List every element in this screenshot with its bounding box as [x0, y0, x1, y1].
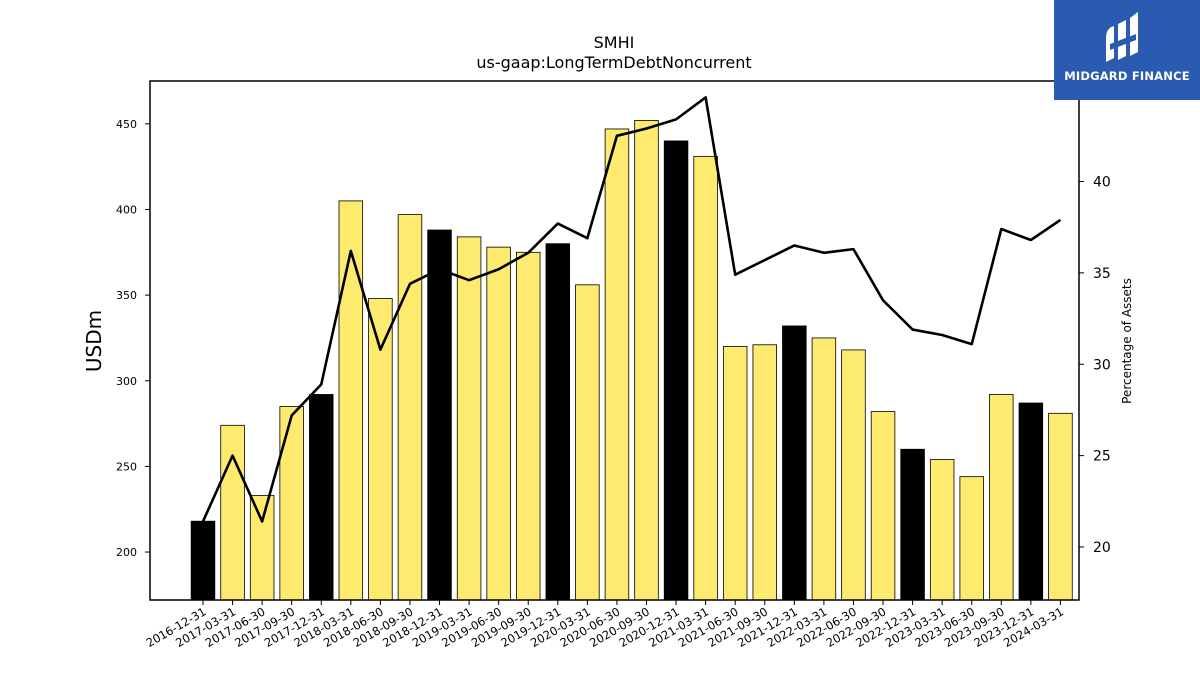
midgard-finance-logo: MIDGARD FINANCE [1054, 0, 1200, 100]
bar-2017-03-31 [220, 424, 245, 601]
y2-tick-label: 30 [1093, 357, 1111, 373]
bar-2016-12-31 [190, 520, 216, 601]
bar-2020-03-31 [575, 284, 600, 601]
y2-tick-label: 25 [1093, 449, 1111, 465]
y-tick-label: 350 [116, 289, 137, 302]
bar-2018-09-30 [397, 214, 423, 601]
bar-2021-06-30 [722, 346, 748, 601]
bar-2023-03-31 [929, 459, 955, 601]
bar-2019-12-31 [545, 243, 571, 601]
bar-2023-12-31 [1018, 402, 1044, 601]
y-tick-label: 450 [116, 118, 137, 131]
bar-2018-03-31 [338, 200, 364, 601]
plot-frame [149, 80, 1080, 601]
bar-2019-03-31 [456, 236, 482, 601]
bar-2019-06-30 [486, 246, 511, 601]
bar-2022-09-30 [870, 411, 896, 601]
y2-tick-label: 40 [1093, 175, 1111, 191]
bar-2022-06-30 [841, 349, 866, 601]
bar-2024-03-31 [1048, 412, 1073, 601]
bars-group [190, 120, 1073, 601]
y2-axis-label: Percentage of Assets [1120, 278, 1134, 404]
bar-2023-06-30 [959, 476, 984, 601]
bar-2021-03-31 [693, 155, 718, 601]
bar-2018-06-30 [368, 298, 393, 601]
bar-2023-09-30 [989, 394, 1014, 601]
bar-2022-12-31 [900, 448, 925, 601]
y-tick-label: 200 [116, 546, 137, 559]
bar-2021-12-31 [782, 325, 807, 601]
bar-2017-09-30 [279, 406, 304, 601]
bar-2020-12-31 [663, 140, 689, 601]
x-axis: 2016-12-312017-03-312017-06-302017-09-30… [144, 600, 1066, 650]
bar-2022-03-31 [811, 337, 837, 601]
bar-2019-09-30 [516, 251, 541, 601]
y2-tick-label: 35 [1093, 266, 1111, 282]
line-group [201, 96, 1062, 523]
y-axis-left: 200 250 300 350 400 450 [116, 118, 150, 559]
y-axis-label: USDm [82, 310, 106, 372]
percentage-line [201, 96, 1062, 523]
y-tick-label: 400 [116, 203, 137, 216]
chart-subtitle: us-gaap:LongTermDebtNoncurrent [476, 53, 751, 72]
midgard-logo-icon [1106, 12, 1138, 62]
bar-2020-09-30 [634, 120, 659, 601]
logo-text: MIDGARD FINANCE [1064, 69, 1190, 83]
bar-2017-12-31 [309, 394, 334, 601]
y-axis-right: 20 25 30 35 40 [1079, 175, 1111, 556]
bar-2017-06-30 [249, 495, 275, 601]
bar-2020-06-30 [604, 128, 630, 601]
y2-tick-label: 20 [1093, 540, 1111, 556]
y-tick-label: 250 [116, 460, 137, 473]
chart-title: SMHI [594, 33, 635, 52]
y-tick-label: 300 [116, 375, 137, 388]
bar-2018-12-31 [427, 229, 452, 601]
bar-2021-09-30 [752, 344, 777, 601]
